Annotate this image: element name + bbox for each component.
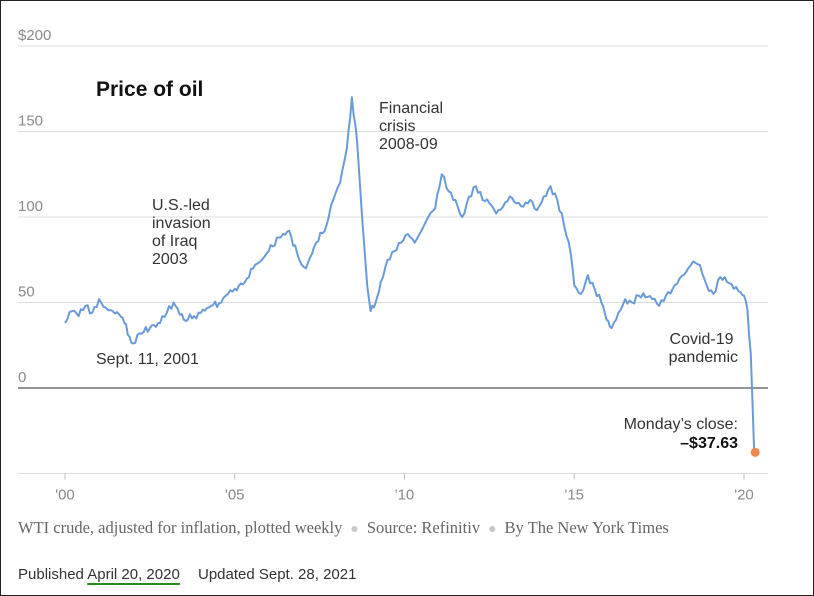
x-axis-ticks: '00 '05 '10 '15 '20	[55, 473, 754, 504]
x-tick-label: '20	[734, 487, 754, 504]
publish-info: Published April 20, 2020 Updated Sept. 2…	[18, 566, 356, 583]
credit-source: Source: Refinitiv	[366, 518, 481, 537]
published-date-link[interactable]: April 20, 2020	[87, 566, 180, 583]
y-tick-label: 100	[18, 198, 43, 215]
series-line-wti	[64, 96, 756, 453]
annotation-close-label: Monday’s close:	[624, 416, 738, 433]
x-tick-label: '00	[55, 487, 75, 504]
y-tick-label: $200	[18, 27, 51, 44]
credit-description: WTI crude, adjusted for inflation, plott…	[18, 518, 343, 537]
annotation-sept11: Sept. 11, 2001	[96, 351, 199, 368]
series-layer	[64, 96, 756, 453]
chart-title: Price of oil	[96, 78, 203, 101]
separator-dot: ●	[350, 522, 359, 537]
updated-date: Updated Sept. 28, 2021	[197, 566, 357, 583]
x-tick-label: '05	[225, 487, 245, 504]
gridlines	[18, 45, 768, 474]
y-tick-label: 50	[18, 284, 35, 301]
y-tick-label: 0	[18, 369, 26, 386]
x-tick-label: '15	[564, 487, 584, 504]
y-tick-label: 150	[18, 113, 43, 130]
credit-byline: By The New York Times	[504, 518, 669, 537]
y-axis-ticks: $200 150 100 50 0	[18, 27, 51, 386]
published-label: Published	[18, 566, 84, 583]
annotation-financial-crisis: Financial crisis 2008-09	[379, 100, 447, 153]
close-marker	[750, 447, 760, 457]
x-tick-label: '10	[395, 487, 415, 504]
chart-credits: WTI crude, adjusted for inflation, plott…	[18, 518, 669, 538]
annotation-close-value: –$37.63	[680, 435, 738, 452]
separator-dot: ●	[488, 522, 497, 537]
annotation-covid: Covid-19 pandemic	[669, 331, 738, 366]
annotation-iraq: U.S.-led invasion of Iraq 2003	[152, 197, 215, 268]
